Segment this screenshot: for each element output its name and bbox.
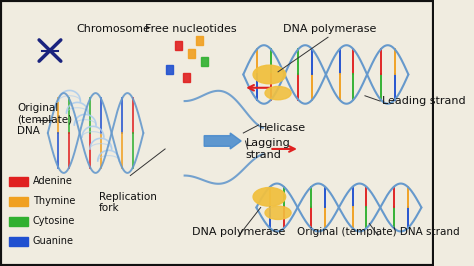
Text: Free nucleotides: Free nucleotides: [146, 24, 237, 34]
Text: Chromosome: Chromosome: [76, 24, 150, 34]
Bar: [9, 237, 28, 246]
Text: Guanine: Guanine: [33, 236, 73, 246]
Bar: [188, 49, 195, 58]
Text: Adenine: Adenine: [33, 176, 73, 186]
Bar: [196, 36, 203, 45]
Ellipse shape: [253, 188, 286, 206]
Text: Leading strand: Leading strand: [383, 96, 466, 106]
Bar: [9, 217, 28, 226]
Text: Lagging
strand: Lagging strand: [246, 138, 290, 160]
Text: DNA polymerase: DNA polymerase: [192, 227, 286, 237]
Text: Thymine: Thymine: [33, 196, 75, 206]
Bar: [9, 177, 28, 186]
Ellipse shape: [265, 86, 291, 100]
Text: Original (template) DNA strand: Original (template) DNA strand: [297, 227, 459, 237]
Bar: [183, 73, 190, 82]
Text: DNA polymerase: DNA polymerase: [283, 24, 377, 34]
Text: Original
(template)
DNA: Original (template) DNA: [18, 103, 73, 136]
Text: Replication
fork: Replication fork: [99, 192, 157, 213]
Bar: [201, 57, 208, 66]
Bar: [9, 197, 28, 206]
Text: Cytosine: Cytosine: [33, 216, 75, 226]
Bar: [166, 65, 173, 74]
FancyArrow shape: [204, 133, 241, 149]
Ellipse shape: [265, 206, 291, 219]
Ellipse shape: [253, 65, 286, 84]
Bar: [174, 41, 182, 50]
Text: Helicase: Helicase: [258, 123, 306, 133]
